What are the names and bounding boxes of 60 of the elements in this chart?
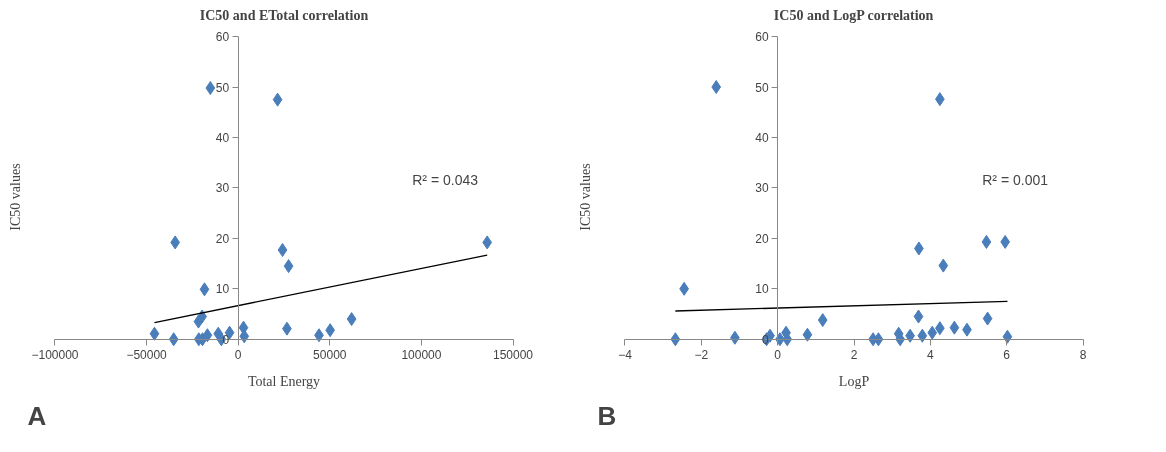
point: [272, 92, 283, 107]
y-tick-label: 60: [755, 30, 769, 45]
y-tick-label: 30: [755, 181, 769, 196]
x-tick-label: 0: [774, 348, 782, 363]
point: [239, 329, 250, 344]
point: [913, 309, 924, 324]
x-axis-title: Total Energy: [247, 373, 321, 389]
text: A: [27, 400, 47, 431]
point: [949, 320, 960, 335]
point: [873, 332, 884, 347]
x-tick-label: −100000: [31, 348, 79, 363]
y-axis-title: IC50 values: [577, 163, 593, 231]
y-tick-label: 50: [755, 80, 769, 95]
x-tick-label: −4: [618, 348, 633, 363]
text: B: [597, 400, 617, 431]
point: [149, 326, 160, 341]
point: [277, 242, 288, 257]
point: [981, 234, 992, 249]
x-tick-label: 6: [1003, 348, 1011, 363]
y-tick-label: 10: [755, 282, 769, 297]
x-tick-label: 150000: [493, 348, 534, 363]
point: [927, 325, 938, 340]
y-tick-label: 10: [215, 282, 230, 297]
x-tick-label: 100000: [401, 348, 442, 363]
y-tick-label: 40: [215, 130, 230, 145]
annotation: R² = 0.043: [412, 171, 479, 188]
x-tick-label: 2: [850, 348, 858, 363]
point: [917, 328, 928, 343]
point: [938, 258, 949, 273]
y-tick-label: 20: [215, 231, 230, 246]
chart-title: IC50 and LogP correlation: [773, 7, 934, 23]
point: [982, 311, 993, 326]
x-axis-title: LogP: [838, 373, 870, 389]
x-tick-label: 8: [1079, 348, 1087, 363]
chart-title: IC50 and ETotal correlation: [199, 7, 369, 23]
y-tick-label: 40: [755, 130, 769, 145]
x-tick-label: 4: [927, 348, 934, 363]
x-tick-label: 50000: [313, 348, 347, 363]
point: [817, 313, 828, 328]
y-tick-label: 50: [215, 80, 230, 95]
point: [283, 259, 294, 274]
x-tick-label: −2: [694, 348, 709, 363]
y-axis-title: IC50 values: [7, 163, 23, 231]
point: [346, 312, 357, 327]
y-tick-label: 60: [215, 30, 230, 45]
point: [1002, 329, 1013, 344]
y-tick-label: 20: [755, 231, 769, 246]
point: [168, 332, 179, 347]
point: [711, 80, 722, 95]
point: [802, 327, 813, 342]
point: [482, 235, 493, 250]
point: [202, 328, 213, 343]
x-tick-label: 0: [234, 348, 242, 363]
point: [205, 81, 216, 96]
x-tick-label: −50000: [126, 348, 168, 363]
point: [199, 282, 210, 297]
annotation: R² = 0.001: [982, 171, 1049, 188]
y-tick-label: 30: [215, 181, 230, 196]
y-tick-label: 0: [761, 332, 769, 347]
point: [670, 332, 681, 347]
